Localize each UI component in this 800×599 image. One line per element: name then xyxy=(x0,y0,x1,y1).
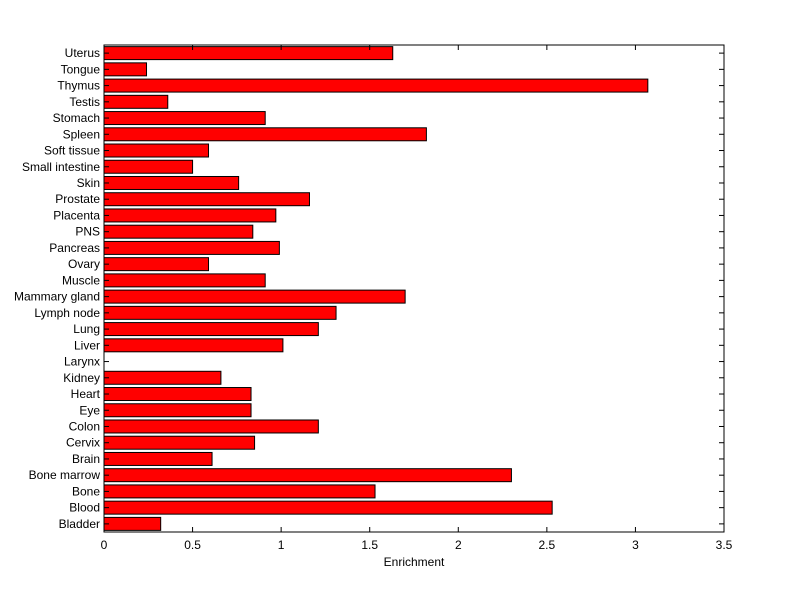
bar-colon xyxy=(103,419,319,434)
bar-heart xyxy=(103,387,252,402)
y-tick-label: Uterus xyxy=(65,46,100,60)
axes-frame xyxy=(103,44,725,533)
bar-mammary-gland xyxy=(103,289,406,304)
y-tick-label: Soft tissue xyxy=(44,144,100,158)
y-tick-label: Mammary gland xyxy=(14,290,100,304)
bar-liver xyxy=(103,338,284,353)
bar-eye xyxy=(103,403,252,418)
x-axis-label: Enrichment xyxy=(384,555,445,569)
bar-lymph-node xyxy=(103,305,337,320)
bar-ovary xyxy=(103,257,210,272)
y-tick-label: Muscle xyxy=(62,273,100,287)
bar-pns xyxy=(103,224,254,239)
x-tick-label: 2.5 xyxy=(539,538,556,552)
y-tick-label: Kidney xyxy=(63,371,100,385)
bar-brain xyxy=(103,451,213,466)
y-tick-label: Lung xyxy=(73,322,100,336)
y-tick-label: Brain xyxy=(72,452,100,466)
plot-area xyxy=(103,44,725,533)
bar-spleen xyxy=(103,127,427,142)
bar-small-intestine xyxy=(103,159,194,174)
y-tick-label: Thymus xyxy=(57,79,100,93)
y-tick-label: Ovary xyxy=(68,257,100,271)
bar-skin xyxy=(103,175,240,190)
bar-pancreas xyxy=(103,240,280,255)
y-tick-label: Bone marrow xyxy=(29,468,101,482)
bar-bladder xyxy=(103,516,162,531)
x-tick-label: 1 xyxy=(278,538,285,552)
y-tick-label: Blood xyxy=(69,501,100,515)
bar-testis xyxy=(103,94,169,109)
bar-blood xyxy=(103,500,553,515)
bar-stomach xyxy=(103,111,266,126)
x-tick-label: 3.5 xyxy=(716,538,733,552)
y-tick-label: Testis xyxy=(69,95,100,109)
bar-placenta xyxy=(103,208,277,223)
x-tick-label: 1.5 xyxy=(361,538,378,552)
bar-cervix xyxy=(103,435,256,450)
x-tick-label: 3 xyxy=(632,538,639,552)
bar-bone xyxy=(103,484,376,499)
bar-tongue xyxy=(103,62,148,77)
bar-prostate xyxy=(103,192,310,207)
y-tick-label: Lymph node xyxy=(34,306,100,320)
bar-muscle xyxy=(103,273,266,288)
y-tick-label: Bone xyxy=(72,484,100,498)
x-axis-ticks: 0 0.5 1 1.5 2 2.5 3 3.5 xyxy=(101,45,733,552)
y-tick-label: Skin xyxy=(77,176,100,190)
bar-soft-tissue xyxy=(103,143,210,158)
x-tick-label: 0.5 xyxy=(184,538,201,552)
bar-lung xyxy=(103,322,319,337)
y-tick-label: Colon xyxy=(69,419,100,433)
bar-bone-marrow xyxy=(103,468,512,483)
bars xyxy=(103,46,649,531)
y-tick-label: Bladder xyxy=(59,517,100,531)
y-tick-label: Liver xyxy=(74,338,100,352)
bar-kidney xyxy=(103,370,222,385)
y-tick-label: Larynx xyxy=(64,355,100,369)
x-tick-label: 2 xyxy=(455,538,462,552)
y-tick-label: Stomach xyxy=(53,111,100,125)
x-tick-label: 0 xyxy=(101,538,108,552)
y-axis-ticks: Uterus Tongue Thymus Testis Stomach Spleen Sof… xyxy=(14,46,724,531)
y-tick-label: Spleen xyxy=(63,127,100,141)
y-tick-label: Cervix xyxy=(66,436,100,450)
y-tick-label: PNS xyxy=(75,225,100,239)
y-tick-label: Pancreas xyxy=(49,241,100,255)
y-tick-label: Eye xyxy=(79,403,100,417)
bar-thymus xyxy=(103,78,649,93)
y-tick-label: Tongue xyxy=(61,62,101,76)
y-tick-label: Small intestine xyxy=(22,160,100,174)
y-tick-label: Prostate xyxy=(55,192,100,206)
y-tick-label: Heart xyxy=(71,387,101,401)
y-tick-label: Placenta xyxy=(53,208,100,222)
bar-uterus xyxy=(103,46,394,61)
